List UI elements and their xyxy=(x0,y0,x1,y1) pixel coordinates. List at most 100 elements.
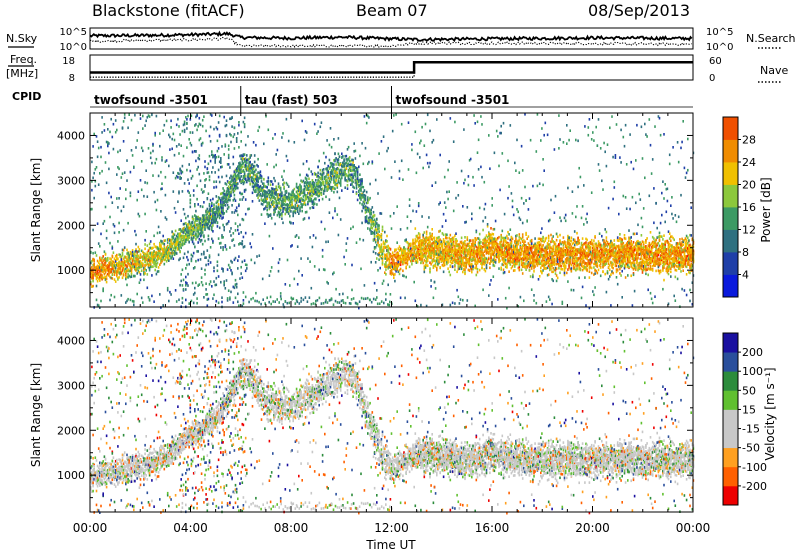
power-cell xyxy=(278,258,281,261)
power-cell xyxy=(441,247,444,250)
power-cell xyxy=(204,268,206,272)
power-cell xyxy=(179,177,181,180)
power-cell xyxy=(260,202,263,206)
power-cell xyxy=(192,301,195,305)
power-cell xyxy=(257,129,259,132)
power-cell xyxy=(239,277,241,280)
power-cell xyxy=(126,275,128,279)
power-cell xyxy=(388,265,391,269)
power-cell xyxy=(182,237,185,241)
power-cell xyxy=(147,114,150,117)
power-cell xyxy=(311,200,314,203)
power-cell xyxy=(368,209,370,213)
power-cell xyxy=(343,171,345,175)
power-cell xyxy=(99,266,101,269)
power-cell xyxy=(452,238,455,241)
power-cell xyxy=(121,172,124,175)
power-cell xyxy=(151,113,153,117)
power-cell xyxy=(217,213,220,217)
power-cell xyxy=(186,282,188,285)
power-cell xyxy=(161,252,163,255)
power-cell xyxy=(295,194,298,198)
power-cell xyxy=(421,215,423,218)
power-cell xyxy=(332,165,334,169)
power-cell xyxy=(154,161,156,165)
power-cell xyxy=(233,126,236,130)
power-cell xyxy=(244,295,247,299)
power-cell xyxy=(310,194,313,197)
power-cell xyxy=(239,178,241,181)
power-cell xyxy=(221,192,223,195)
power-cell xyxy=(118,265,120,268)
power-cell xyxy=(97,261,100,265)
power-cell xyxy=(128,256,130,259)
power-cell xyxy=(451,265,454,268)
power-cell xyxy=(454,268,456,271)
power-cell xyxy=(298,188,300,191)
power-cell xyxy=(335,177,337,180)
power-cell xyxy=(117,270,119,274)
power-cell xyxy=(237,173,239,177)
power-cell xyxy=(194,222,196,225)
power-cell xyxy=(101,265,103,269)
power-cell xyxy=(252,170,255,174)
power-cell xyxy=(282,183,284,186)
power-cell xyxy=(294,211,297,215)
power-cell xyxy=(185,240,187,244)
power-cell xyxy=(235,140,238,143)
power-cell xyxy=(327,185,329,188)
power-cell xyxy=(317,190,319,194)
power-cell xyxy=(415,240,418,243)
freq-tick-high: 18 xyxy=(62,56,75,67)
power-cell xyxy=(213,205,215,209)
power-cell xyxy=(191,174,194,178)
power-cell xyxy=(360,186,362,190)
power-cell xyxy=(139,265,142,269)
power-cell xyxy=(229,166,231,169)
power-cell xyxy=(296,208,299,212)
power-cell xyxy=(232,285,235,289)
nsearch-tick-low: 10^0 xyxy=(706,42,733,53)
power-cell xyxy=(211,153,213,156)
power-cell xyxy=(450,248,453,251)
power-cell xyxy=(102,270,104,274)
power-cell xyxy=(325,182,327,185)
power-cell xyxy=(420,256,422,260)
power-cell xyxy=(203,214,205,217)
power-cell xyxy=(414,299,417,303)
power-cell xyxy=(183,231,186,234)
power-cell xyxy=(338,169,341,172)
power-cell xyxy=(260,177,263,180)
power-cell xyxy=(438,245,440,249)
power-cell xyxy=(180,246,182,250)
power-cell xyxy=(243,164,246,167)
power-cell xyxy=(258,125,261,129)
power-cell xyxy=(374,239,377,242)
power-cell xyxy=(279,208,282,212)
nave-tick-low: 0 xyxy=(709,73,715,84)
power-cell xyxy=(90,275,92,279)
power-cell xyxy=(91,271,93,275)
power-cell xyxy=(214,283,216,287)
power-cell xyxy=(393,265,395,269)
power-cell xyxy=(111,247,114,250)
power-cell xyxy=(117,263,119,267)
power-cell xyxy=(251,163,254,166)
power-cell xyxy=(356,169,359,172)
power-cell xyxy=(164,216,167,219)
power-cell xyxy=(311,179,314,182)
power-cell xyxy=(257,171,259,174)
power-cell xyxy=(166,251,169,254)
power-cell xyxy=(325,155,327,159)
power-cell xyxy=(446,260,448,264)
power-cell xyxy=(165,254,168,257)
power-cell xyxy=(317,165,319,169)
power-cell xyxy=(197,235,199,238)
power-cell xyxy=(407,258,410,261)
power-cell xyxy=(436,241,438,245)
power-cell xyxy=(159,244,161,248)
power-cell xyxy=(321,197,324,201)
power-cell xyxy=(292,189,294,192)
power-cell xyxy=(329,127,332,130)
power-cell xyxy=(286,183,289,186)
